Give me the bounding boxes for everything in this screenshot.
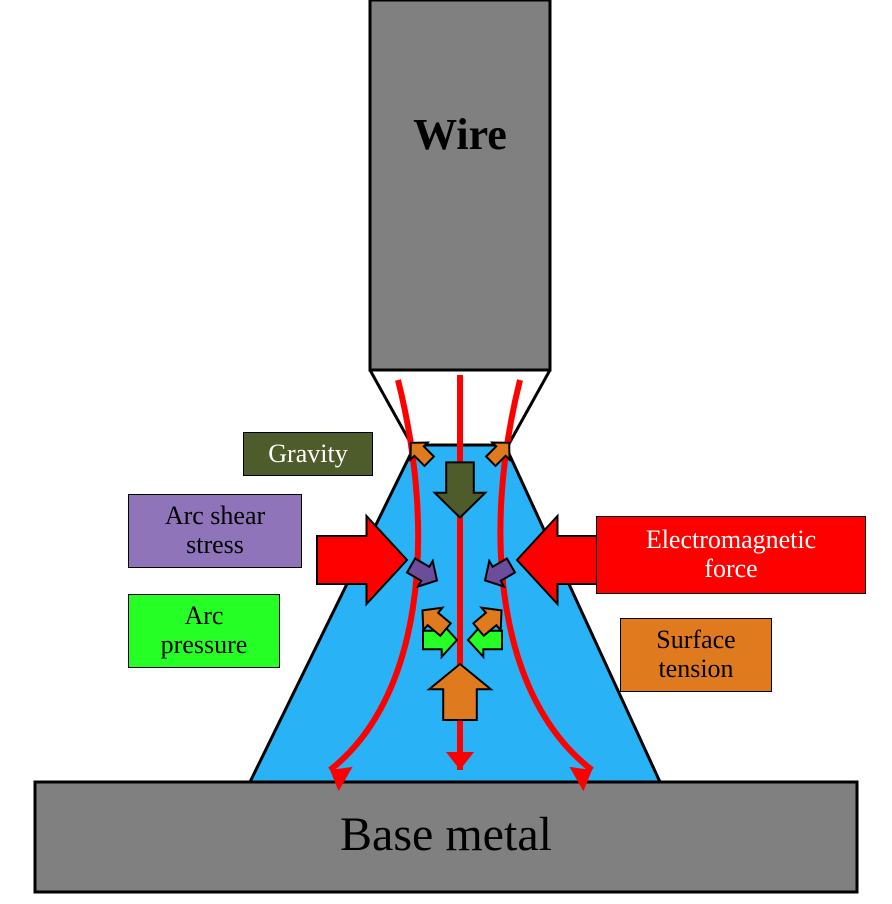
diagram-stage: Wire Base metal Gravity Arc shear stress… bbox=[0, 0, 892, 904]
base-metal-label: Base metal bbox=[35, 800, 857, 870]
pressure-label: Arc pressure bbox=[128, 594, 280, 668]
em-label: Electromagnetic force bbox=[596, 516, 866, 594]
shear-label: Arc shear stress bbox=[128, 494, 302, 568]
surface-label: Surface tension bbox=[620, 618, 772, 692]
gravity-label: Gravity bbox=[243, 432, 373, 476]
wire-label: Wire bbox=[370, 110, 550, 160]
